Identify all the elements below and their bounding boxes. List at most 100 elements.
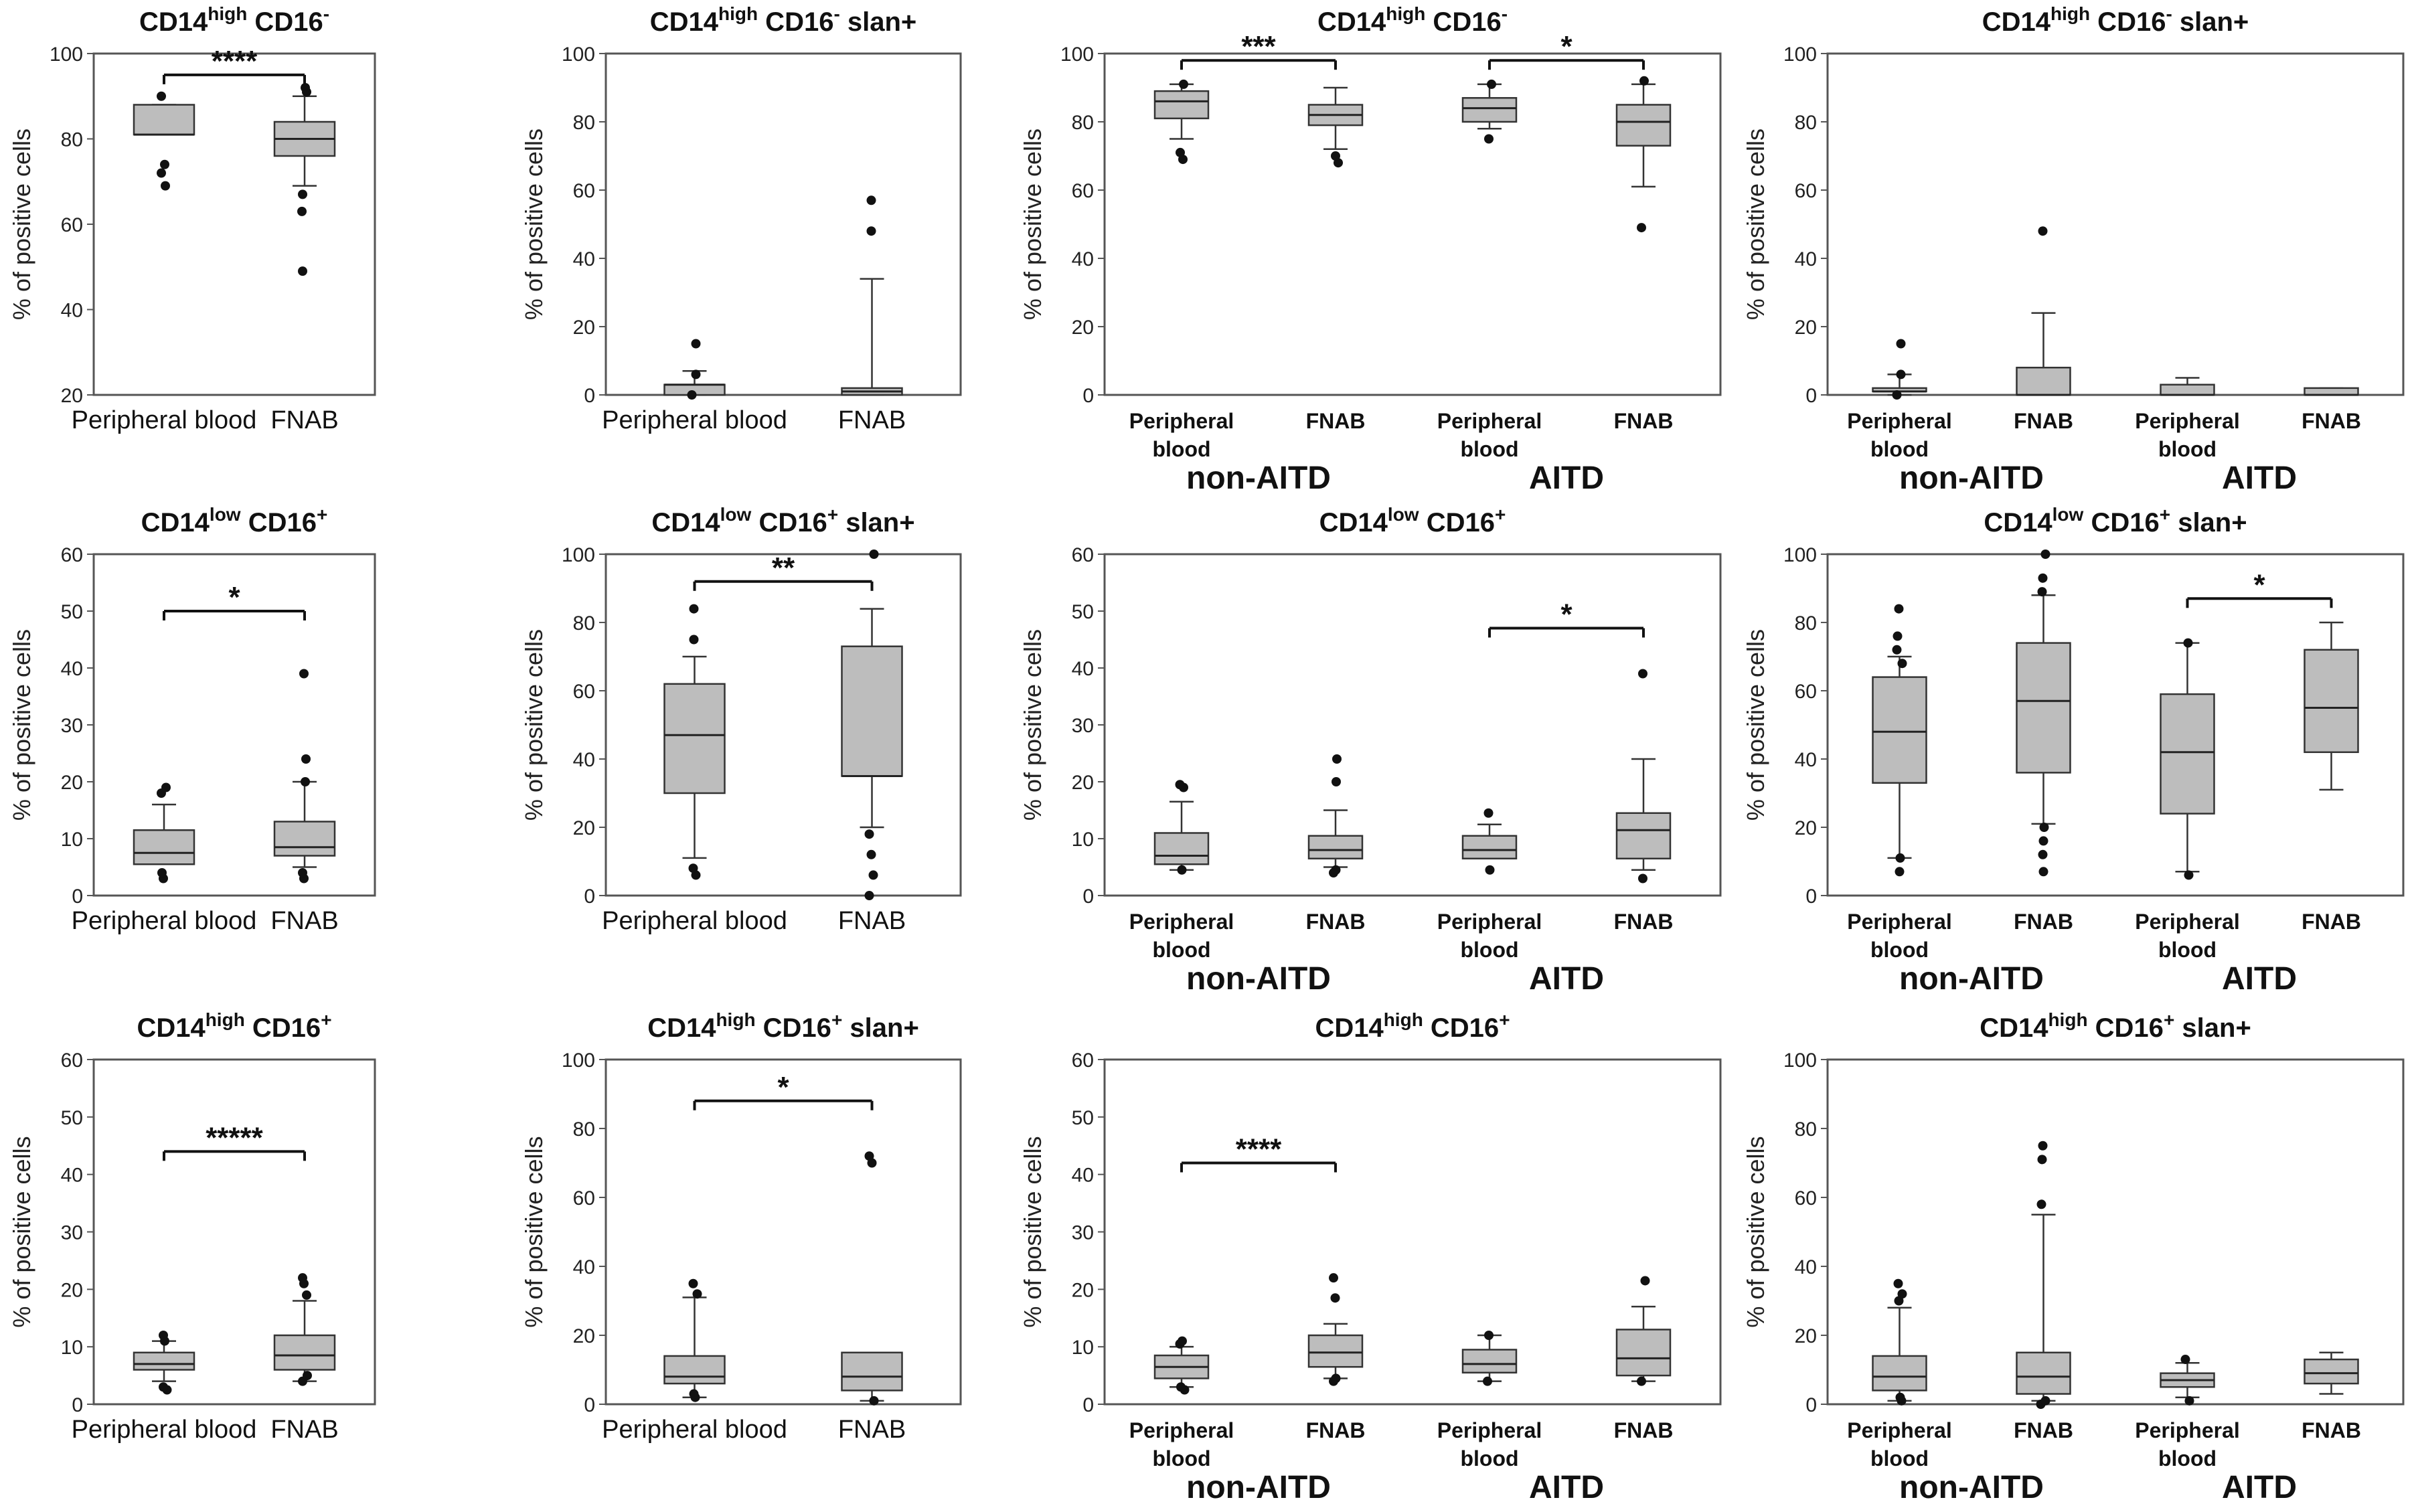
title-part: CD14 [647,1013,716,1043]
group-label: AITD [1529,460,1604,496]
significance-stars: *** [1241,30,1276,63]
chart-title: CD14low CD16+ slan+ [1984,504,2247,537]
title-part: low [210,504,241,525]
outlier-point [869,1396,879,1406]
outlier-point [688,1278,698,1288]
outlier-point [2184,870,2194,880]
outlier-point [688,863,698,873]
y-tick-label: 0 [1805,1394,1817,1416]
box [1461,835,1518,859]
title-part: low [2052,504,2084,525]
box [2016,642,2071,774]
title-part: slan+ [838,508,915,537]
x-category-label: Peripheral [1847,1418,1952,1442]
chart-panel-1: CD14high CD16- % of positive cells 20 40 60 8… [8,3,376,434]
y-tick-label: 50 [61,1107,83,1129]
group-label: AITD [2222,460,2297,496]
y-axis-label: % of positive cells [1019,1136,1046,1327]
outlier-point [1485,865,1495,875]
box [2304,387,2359,396]
outlier-point [1331,865,1341,875]
outlier-point [161,181,170,191]
outlier-point [866,226,876,236]
outlier-point [1895,1392,1905,1402]
y-tick-label: 40 [573,248,595,270]
y-tick-label: 40 [573,1256,595,1278]
y-tick-label: 20 [61,772,83,794]
chart-panel-6: CD14low CD16+ slan+ % of positive cells 0 2… [520,504,962,935]
outlier-point [689,635,699,645]
outlier-point [301,754,311,764]
outlier-point [689,1389,699,1399]
chart-panel-12: CD14high CD16+ slan+ % of positive cells 0… [1742,1009,2405,1505]
y-tick-label: 60 [573,1187,595,1209]
box [1461,1349,1518,1374]
outlier-point [1892,631,1903,641]
chart-title: CD14low CD16+ slan+ [651,504,914,537]
x-category-label: blood [1460,437,1518,461]
y-tick-label: 100 [562,544,595,566]
outlier-point [2183,638,2193,648]
outlier-point [298,1273,307,1283]
title-part: CD14 [141,508,210,537]
title-part: slan+ [2174,1013,2251,1043]
group-label: non-AITD [1899,961,2044,997]
y-tick-label: 10 [1072,829,1094,851]
title-part: + [2160,504,2170,525]
outlier-point [1179,79,1188,89]
title-part: CD16 [1419,508,1495,537]
title-part: CD16 [2088,1013,2164,1043]
chart-panel-2: CD14high CD16- slan+ % of positive cells 0… [520,3,962,434]
group-label: AITD [1529,961,1604,997]
outlier-point [1332,777,1341,786]
title-part: slan+ [2170,508,2247,537]
title-part: CD14 [1982,7,2051,37]
y-tick-label: 80 [573,1118,595,1141]
title-part: CD16 [1423,1013,1499,1043]
y-tick-label: 100 [1783,1049,1817,1072]
y-tick-label: 0 [584,886,595,908]
chart-title: CD14high CD16+ slan+ [647,1009,919,1043]
x-category-label: blood [1460,1446,1518,1471]
y-tick-label: 100 [562,1049,595,1072]
chart-panel-9: CD14high CD16+ % of positive cells 0 10 20 30… [8,1009,376,1444]
outlier-point [301,777,310,786]
x-category-label: FNAB [838,1416,906,1444]
y-tick-label: 20 [1795,1325,1817,1347]
title-part: CD14 [139,7,208,37]
outlier-point [866,195,876,205]
y-tick-label: 40 [1072,1165,1094,1187]
outlier-point [1895,867,1905,877]
outlier-point [1637,223,1646,233]
title-part: CD14 [1315,1013,1384,1043]
y-tick-label: 0 [72,886,83,908]
y-axis-label: % of positive cells [1019,129,1046,320]
x-category-label: FNAB [2014,1418,2073,1442]
title-part: CD16 [1425,7,1501,37]
y-tick-label: 20 [573,317,595,339]
outlier-point [2039,823,2049,832]
y-tick-label: 100 [1783,544,1817,566]
y-tick-label: 0 [584,1394,595,1416]
x-category-label: Peripheral blood [72,907,257,935]
y-tick-label: 10 [1072,1337,1094,1359]
outlier-point [2038,867,2048,877]
y-tick-label: 60 [61,1049,83,1072]
group-label: non-AITD [1186,961,1331,997]
title-part: CD16 [2083,508,2159,537]
title-part: high [2048,1009,2087,1030]
box [1461,97,1518,123]
x-category-label: FNAB [2014,409,2073,433]
plot-frame [605,553,962,897]
x-category-label: Peripheral blood [602,406,787,434]
y-tick-label: 60 [573,681,595,703]
box [1153,90,1210,120]
plot-frame [1826,52,2405,396]
outlier-point [2038,573,2048,583]
chart-title: CD14low CD16+ [1319,504,1506,537]
x-category-label: blood [1870,938,1929,962]
y-tick-label: 80 [1795,612,1817,635]
significance-stars: * [228,581,240,614]
title-part: + [317,504,327,525]
outlier-point [866,849,876,859]
